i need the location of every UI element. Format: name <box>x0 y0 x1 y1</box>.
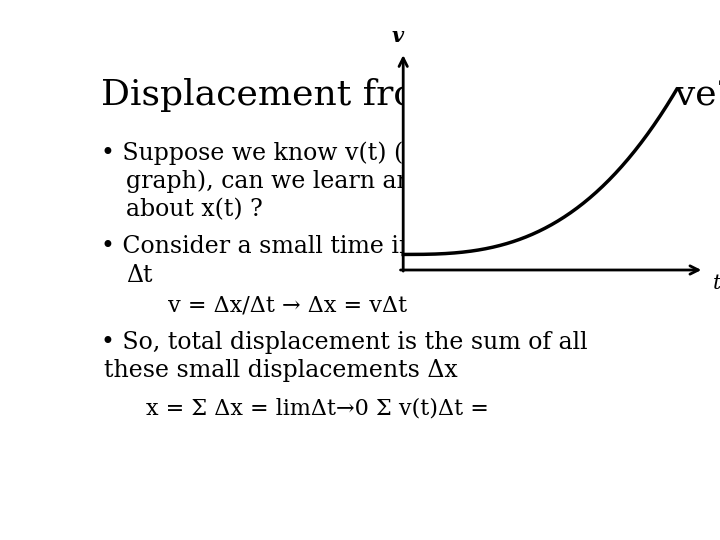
Text: v = Δx/Δt → Δx = vΔt: v = Δx/Δt → Δx = vΔt <box>168 294 408 316</box>
Text: v: v <box>392 26 404 46</box>
Text: about x(t) ?: about x(t) ? <box>126 199 263 222</box>
Text: • Consider a small time interval: • Consider a small time interval <box>101 235 484 258</box>
Text: x = Σ Δx = limΔt→0 Σ v(t)Δt =: x = Σ Δx = limΔt→0 Σ v(t)Δt = <box>145 397 489 420</box>
Text: these small displacements Δx: these small displacements Δx <box>104 359 458 382</box>
Text: • So, total displacement is the sum of all: • So, total displacement is the sum of a… <box>101 331 588 354</box>
Text: Displacement from velocity curve?: Displacement from velocity curve? <box>101 77 720 112</box>
Text: Δt: Δt <box>126 264 153 287</box>
Text: • Suppose we know v(t) (say as: • Suppose we know v(t) (say as <box>101 141 477 165</box>
Text: t: t <box>712 274 720 293</box>
Text: graph), can we learn anything: graph), can we learn anything <box>126 170 488 193</box>
